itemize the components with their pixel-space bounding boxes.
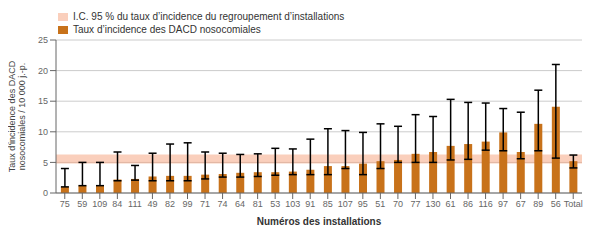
svg-text:75: 75: [60, 199, 70, 209]
svg-text:0: 0: [43, 188, 48, 198]
svg-text:5: 5: [43, 158, 48, 168]
svg-text:84: 84: [112, 199, 122, 209]
svg-text:82: 82: [165, 199, 175, 209]
svg-text:103: 103: [285, 199, 300, 209]
html-text:Taux d’incidence des DACD noso: Taux d’incidence des DACD nosocomiales: [73, 24, 261, 35]
svg-text:56: 56: [551, 199, 561, 209]
svg-text:Total: Total: [564, 199, 583, 209]
svg-text:91: 91: [305, 199, 315, 209]
svg-text:71: 71: [200, 199, 210, 209]
svg-text:67: 67: [516, 199, 526, 209]
svg-text:15: 15: [38, 96, 48, 106]
html-text:I.C. 95 % du taux d’incidence: I.C. 95 % du taux d’incidence du regroup…: [73, 11, 345, 22]
svg-text:111: 111: [128, 199, 142, 209]
svg-text:Numéros des installations: Numéros des installations: [257, 216, 382, 227]
svg-text:89: 89: [533, 199, 543, 209]
svg-text:51: 51: [375, 199, 385, 209]
svg-text:97: 97: [498, 199, 508, 209]
svg-text:116: 116: [478, 199, 492, 209]
svg-text:109: 109: [92, 199, 107, 209]
svg-text:81: 81: [253, 199, 263, 209]
svg-text:74: 74: [218, 199, 228, 209]
svg-text:53: 53: [270, 199, 280, 209]
svg-text:Taux d'incidence des DACDnosoc: Taux d'incidence des DACDnosocomiales / …: [8, 60, 27, 172]
svg-text:77: 77: [410, 199, 420, 209]
svg-text:49: 49: [147, 199, 157, 209]
svg-text:70: 70: [393, 199, 403, 209]
svg-text:95: 95: [358, 199, 368, 209]
svg-text:107: 107: [338, 199, 353, 209]
svg-text:25: 25: [38, 35, 48, 45]
svg-text:64: 64: [235, 199, 245, 209]
svg-text:130: 130: [425, 199, 440, 209]
svg-text:61: 61: [445, 199, 455, 209]
svg-text:85: 85: [323, 199, 333, 209]
svg-text:59: 59: [77, 199, 87, 209]
svg-text:86: 86: [463, 199, 473, 209]
svg-text:99: 99: [182, 199, 192, 209]
svg-text:10: 10: [38, 127, 48, 137]
svg-text:20: 20: [38, 66, 48, 76]
